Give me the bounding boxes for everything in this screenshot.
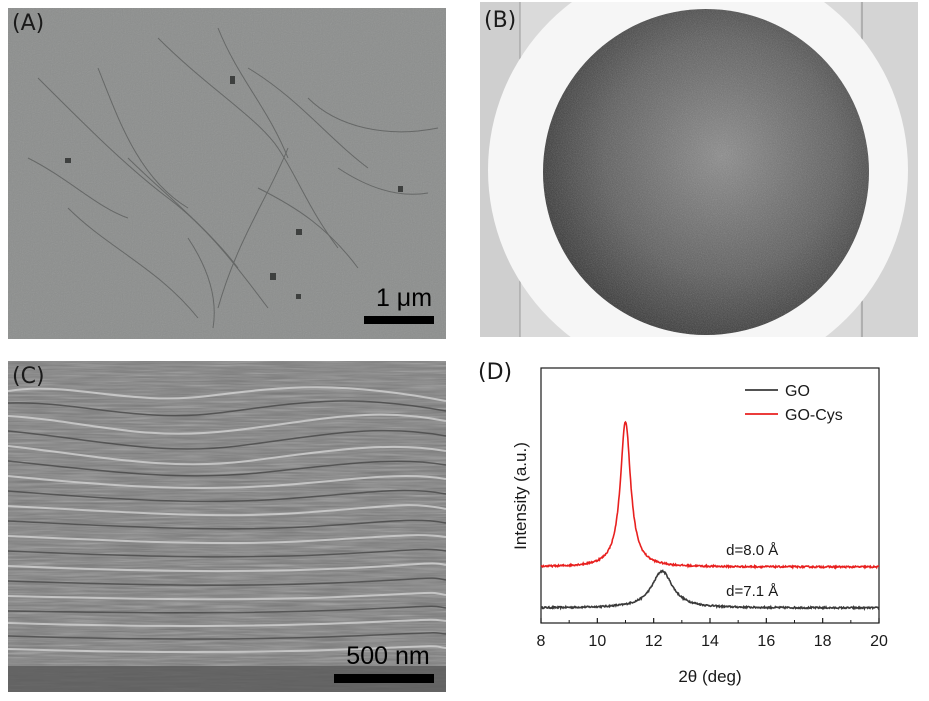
sem-surface-graphic: 1 μm <box>8 8 446 339</box>
d-spacing-annotation: d=8.0 Å <box>726 542 778 559</box>
y-axis-label: Intensity (a.u.) <box>511 442 530 550</box>
legend-label: GO <box>785 383 810 400</box>
x-tick-label: 18 <box>814 633 832 650</box>
panel-label: (B) <box>484 8 517 33</box>
scale-bar <box>364 316 434 324</box>
x-tick-label: 20 <box>870 633 888 650</box>
scale-bar <box>334 674 434 683</box>
legend: GO GO-Cys <box>745 383 843 424</box>
series-line-go-cys <box>540 420 880 570</box>
series-line-go <box>540 569 880 611</box>
panel-label: (C) <box>12 364 45 389</box>
membrane-photo: (B) <box>480 2 918 337</box>
x-tick-label: 16 <box>757 633 775 650</box>
x-tick-label: 14 <box>701 633 719 650</box>
x-axis-label: 2θ (deg) <box>678 667 741 686</box>
x-tick-label: 8 <box>537 633 546 650</box>
sem-cross-section-image: 500 nm (C) <box>8 361 446 692</box>
scale-bar-label: 1 μm <box>376 284 432 312</box>
sem-cross-section-graphic: 500 nm <box>8 361 446 692</box>
xrd-chart-panel: 8 10 12 14 16 18 20 d=8.0 Å d=7.1 Å GO GO-Cys 2θ… <box>468 356 929 696</box>
legend-label: GO-Cys <box>785 407 843 424</box>
panel-label: (D) <box>478 360 513 385</box>
scale-bar-label: 500 nm <box>346 642 429 670</box>
xrd-chart: 8 10 12 14 16 18 20 d=8.0 Å d=7.1 Å GO GO-Cys 2θ… <box>511 367 888 686</box>
x-tick-label: 12 <box>645 633 663 650</box>
sem-surface-image: 1 μm (A) <box>8 8 446 339</box>
panel-label: (A) <box>12 11 45 36</box>
d-spacing-annotation: d=7.1 Å <box>726 583 778 600</box>
membrane-photo-graphic <box>480 2 918 337</box>
x-tick-label: 10 <box>588 633 606 650</box>
